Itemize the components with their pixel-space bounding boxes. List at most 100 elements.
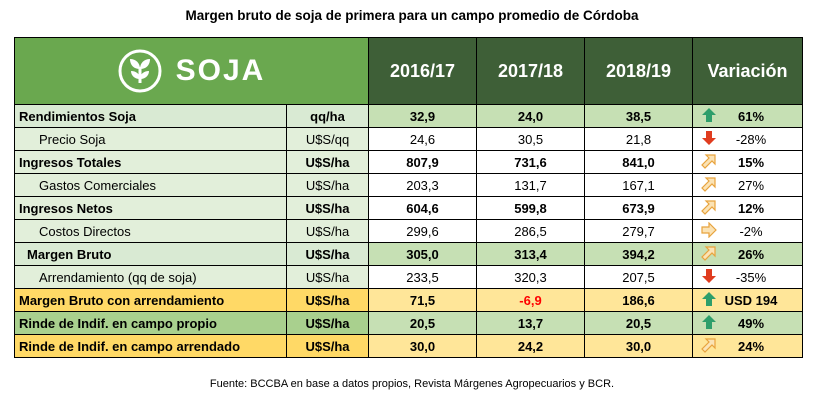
value-2017-18: 24,0: [476, 104, 585, 128]
value-2018-19: 20,5: [584, 311, 693, 335]
arrow-down-icon: [699, 268, 719, 287]
value-2016-17: 71,5: [368, 288, 477, 312]
value-2016-17: 30,0: [368, 334, 477, 358]
row-unit: U$S/ha: [286, 173, 369, 197]
value-2017-18: 30,5: [476, 127, 585, 151]
variation-value: 61%: [737, 108, 765, 124]
row-unit: U$S/ha: [286, 265, 369, 289]
arrow-up-icon: [699, 107, 719, 126]
variation-cell: 24%: [692, 334, 803, 358]
row-label: Rendimientos Soja: [14, 104, 287, 128]
variation-cell: 27%: [692, 173, 803, 197]
value-2018-19: 279,7: [584, 219, 693, 243]
table-row: Precio Soja U$S/qq 24,6 30,5 21,8 -28%: [14, 127, 803, 151]
row-label: Arrendamiento (qq de soja): [14, 265, 287, 289]
value-2017-18: 313,4: [476, 242, 585, 266]
value-2017-18: 24,2: [476, 334, 585, 358]
value-2018-19: 207,5: [584, 265, 693, 289]
arrow-down-icon: [699, 130, 719, 149]
row-unit: qq/ha: [286, 104, 369, 128]
value-2016-17: 305,0: [368, 242, 477, 266]
table-row: Margen Bruto con arrendamiento U$S/ha 71,5…: [14, 288, 803, 312]
soy-margin-table: SOJA 2016/17 2017/18 2018/19 Variación R…: [14, 37, 803, 358]
value-2017-18: 320,3: [476, 265, 585, 289]
value-2016-17: 299,6: [368, 219, 477, 243]
variation-cell: 15%: [692, 150, 803, 174]
variation-value: 27%: [737, 177, 765, 193]
arrow-diagonal-up-icon: [699, 199, 719, 218]
row-unit: U$S/ha: [286, 311, 369, 335]
value-2017-18: 286,5: [476, 219, 585, 243]
arrow-diagonal-up-icon: [699, 245, 719, 264]
variation-value: -28%: [735, 131, 767, 147]
row-unit: U$S/qq: [286, 127, 369, 151]
arrow-diagonal-up-icon: [699, 337, 719, 356]
row-unit: U$S/ha: [286, 288, 369, 312]
value-2018-19: 21,8: [584, 127, 693, 151]
value-2016-17: 203,3: [368, 173, 477, 197]
variation-value: 24%: [737, 338, 765, 354]
value-2016-17: 807,9: [368, 150, 477, 174]
row-label: Ingresos Totales: [14, 150, 287, 174]
header-row: SOJA 2016/17 2017/18 2018/19 Variación: [14, 37, 803, 105]
row-label: Margen Bruto con arrendamiento: [14, 288, 287, 312]
value-2017-18: 13,7: [476, 311, 585, 335]
row-label: Rinde de Indif. en campo propio: [14, 311, 287, 335]
value-2016-17: 604,6: [368, 196, 477, 220]
table-row: Ingresos Netos U$S/ha 604,6 599,8 673,9 12%: [14, 196, 803, 220]
soy-plant-icon: [118, 49, 162, 93]
variation-cell: USD 194: [692, 288, 803, 312]
variation-value: -2%: [739, 223, 763, 239]
value-2016-17: 32,9: [368, 104, 477, 128]
value-2017-18: -6,9: [476, 288, 585, 312]
variation-cell: 12%: [692, 196, 803, 220]
value-2018-19: 394,2: [584, 242, 693, 266]
variation-value: 26%: [737, 246, 765, 262]
row-label: Gastos Comerciales: [14, 173, 287, 197]
value-2018-19: 167,1: [584, 173, 693, 197]
value-2017-18: 131,7: [476, 173, 585, 197]
table-row: Margen Bruto U$S/ha 305,0 313,4 394,2 26%: [14, 242, 803, 266]
variation-cell: 61%: [692, 104, 803, 128]
row-unit: U$S/ha: [286, 196, 369, 220]
row-unit: U$S/ha: [286, 150, 369, 174]
row-unit: U$S/ha: [286, 334, 369, 358]
arrow-right-icon: [699, 221, 719, 241]
row-unit: U$S/ha: [286, 242, 369, 266]
arrow-diagonal-up-icon: [699, 176, 719, 195]
table-row: Arrendamiento (qq de soja) U$S/ha 233,5 320…: [14, 265, 803, 289]
variation-value: -35%: [735, 269, 767, 285]
table-row: Gastos Comerciales U$S/ha 203,3 131,7 167,1 2…: [14, 173, 803, 197]
variation-cell: -2%: [692, 219, 803, 243]
source-footnote: Fuente: BCCBA en base a datos propios, R…: [209, 378, 615, 390]
row-label: Rinde de Indif. en campo arrendado: [14, 334, 287, 358]
variation-cell: 26%: [692, 242, 803, 266]
value-2018-19: 38,5: [584, 104, 693, 128]
value-2017-18: 599,8: [476, 196, 585, 220]
value-2016-17: 20,5: [368, 311, 477, 335]
value-2018-19: 186,6: [584, 288, 693, 312]
logo-text: SOJA: [175, 54, 266, 87]
value-2016-17: 24,6: [368, 127, 477, 151]
header-2017-18: 2017/18: [476, 37, 585, 105]
row-label: Ingresos Netos: [14, 196, 287, 220]
table-row: Costos Directos U$S/ha 299,6 286,5 279,7 -2%: [14, 219, 803, 243]
arrow-up-icon: [699, 314, 719, 333]
table-row: Rendimientos Soja qq/ha 32,9 24,0 38,5 61%: [14, 104, 803, 128]
header-2018-19: 2018/19: [584, 37, 693, 105]
variation-cell: -28%: [692, 127, 803, 151]
table-title: Margen bruto de soja de primera para un …: [185, 8, 639, 23]
value-2018-19: 30,0: [584, 334, 693, 358]
value-2017-18: 731,6: [476, 150, 585, 174]
header-2016-17: 2016/17: [368, 37, 477, 105]
variation-value: 15%: [737, 154, 765, 170]
header-variacion: Variación: [692, 37, 803, 105]
variation-value: 12%: [737, 200, 765, 216]
row-label: Precio Soja: [14, 127, 287, 151]
variation-value: USD 194: [724, 292, 778, 308]
row-label: Costos Directos: [14, 219, 287, 243]
row-label: Margen Bruto: [14, 242, 287, 266]
row-unit: U$S/ha: [286, 219, 369, 243]
table-row: Ingresos Totales U$S/ha 807,9 731,6 841,0 15%: [14, 150, 803, 174]
variation-cell: 49%: [692, 311, 803, 335]
